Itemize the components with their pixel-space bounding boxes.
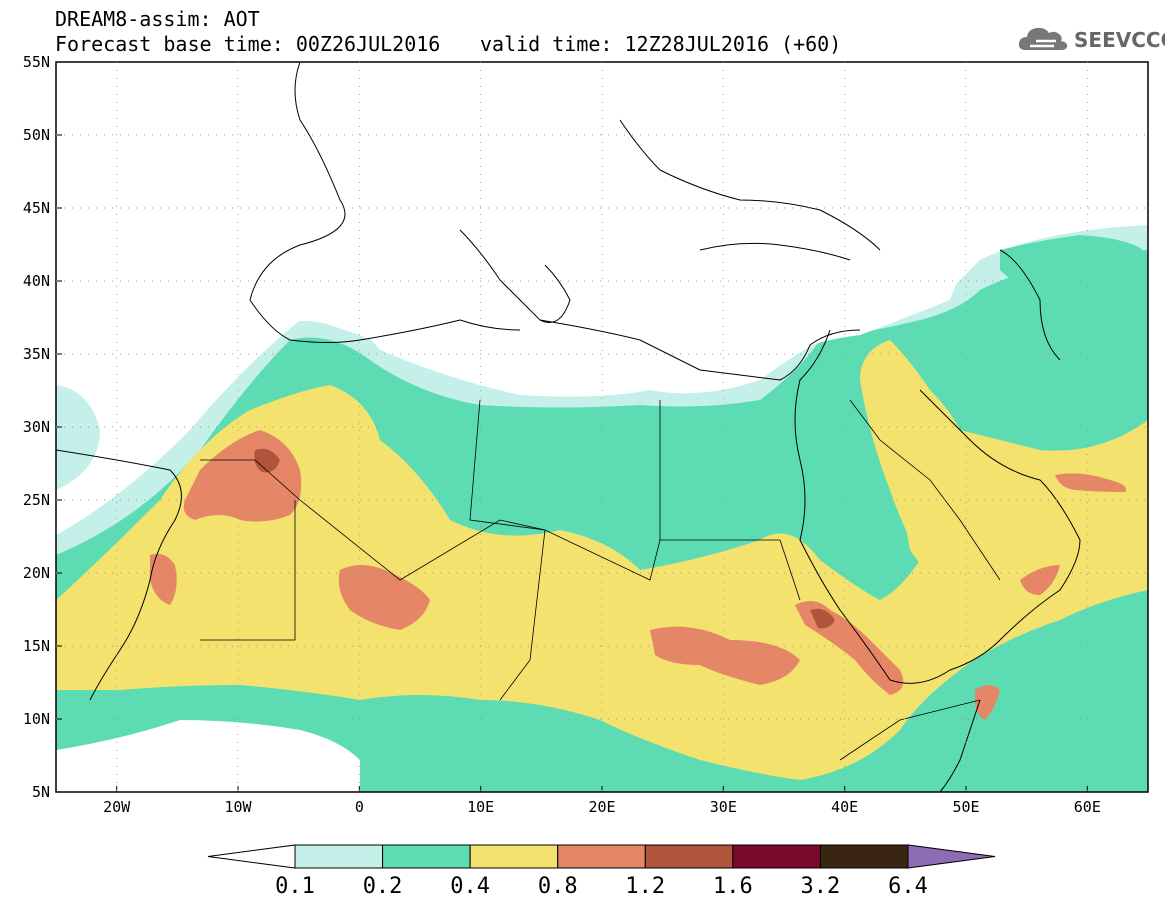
lon-label: 30E bbox=[710, 798, 737, 816]
lat-label: 20N bbox=[23, 564, 50, 582]
aot-band-0.8-somalia bbox=[975, 685, 1000, 720]
colorbar-below-triangle bbox=[207, 844, 296, 869]
colorbar-label: 3.2 bbox=[801, 874, 841, 899]
lat-labels: 55N 50N 45N 40N 35N 30N 25N 20N 15N 10N 5N bbox=[23, 53, 50, 801]
valid-time: valid time: 12Z28JUL2016 (+60) bbox=[480, 32, 842, 56]
lon-labels: 20W 10W 0 10E 20E 30E 40E 50E 60E bbox=[103, 798, 1101, 816]
lon-label: 0 bbox=[355, 798, 364, 816]
colorbar-box bbox=[382, 844, 471, 869]
lon-label: 50E bbox=[952, 798, 979, 816]
seevccc-logo: SEEVCCC bbox=[1016, 22, 1165, 56]
lon-label: 20W bbox=[103, 798, 131, 816]
lat-label: 5N bbox=[32, 783, 50, 801]
aot-fields bbox=[56, 62, 1148, 792]
logo-text: SEEVCCC bbox=[1074, 28, 1165, 52]
aot-band-0.8-yemen bbox=[1020, 565, 1060, 595]
aot-band-0.1-atlantic bbox=[56, 385, 100, 490]
colorbar-label: 0.4 bbox=[450, 874, 490, 899]
colorbar-box bbox=[294, 844, 384, 869]
colorbar-label: 1.6 bbox=[713, 874, 753, 899]
colorbar-box bbox=[557, 844, 646, 869]
colorbar-label: 0.2 bbox=[363, 874, 403, 899]
lon-label: 20E bbox=[588, 798, 615, 816]
cloud-icon bbox=[1018, 27, 1068, 50]
colorbar-label: 1.2 bbox=[625, 874, 665, 899]
aot-band-1.2-morocco bbox=[254, 448, 280, 473]
colorbar: 0.1 0.2 0.4 0.8 1.2 1.6 3.2 6.4 bbox=[207, 844, 996, 899]
lon-label: 60E bbox=[1074, 798, 1101, 816]
lon-label: 10W bbox=[224, 798, 252, 816]
colorbar-label: 0.8 bbox=[538, 874, 578, 899]
lat-label: 30N bbox=[23, 418, 50, 436]
aot-band-0.8-oman bbox=[1055, 473, 1126, 492]
aot-band-0.2-caspian bbox=[1000, 235, 1148, 300]
lat-label: 50N bbox=[23, 126, 50, 144]
base-time: Forecast base time: 00Z26JUL2016 bbox=[55, 32, 441, 56]
lat-label: 25N bbox=[23, 491, 50, 509]
colorbar-box bbox=[469, 844, 559, 869]
country-borders bbox=[200, 399, 1001, 761]
clear-region-europe bbox=[56, 62, 1148, 396]
aot-band-0.8-sudan bbox=[650, 626, 800, 685]
coastlines bbox=[56, 62, 1081, 792]
aot-band-0.8-mauritania bbox=[150, 553, 177, 605]
colorbar-box bbox=[644, 844, 734, 869]
colorbar-box bbox=[819, 844, 909, 869]
lat-label: 10N bbox=[23, 710, 50, 728]
aot-band-0.8-sahara bbox=[338, 565, 430, 630]
clear-region-west-africa bbox=[56, 720, 360, 792]
lat-label: 35N bbox=[23, 345, 50, 363]
colorbar-above-triangle bbox=[907, 844, 996, 869]
aot-band-1.2-eritrea bbox=[810, 608, 835, 629]
lat-label: 40N bbox=[23, 272, 50, 290]
lat-label: 55N bbox=[23, 53, 50, 71]
model-title: DREAM8-assim: AOT bbox=[55, 7, 260, 31]
lat-label: 15N bbox=[23, 637, 50, 655]
colorbar-label: 0.1 bbox=[275, 874, 315, 899]
colorbar-label: 6.4 bbox=[888, 874, 928, 899]
lon-label: 40E bbox=[831, 798, 858, 816]
colorbar-box bbox=[732, 844, 821, 869]
gridlines bbox=[56, 61, 1148, 793]
lat-label: 45N bbox=[23, 199, 50, 217]
lon-label: 10E bbox=[467, 798, 494, 816]
